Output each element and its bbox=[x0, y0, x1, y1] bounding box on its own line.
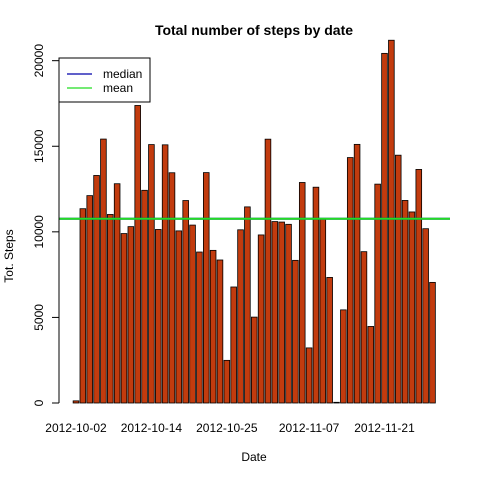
bar bbox=[340, 309, 347, 404]
bar bbox=[155, 229, 162, 404]
bar bbox=[100, 138, 107, 404]
bar bbox=[134, 105, 141, 404]
bar bbox=[120, 233, 128, 404]
bar bbox=[223, 359, 231, 404]
bar bbox=[422, 228, 429, 404]
x-tick-label: 2012-10-14 bbox=[121, 421, 183, 435]
y-axis-label: Tot. Steps bbox=[2, 229, 16, 282]
median-legend-label: median bbox=[103, 67, 142, 81]
bar bbox=[189, 224, 196, 404]
bar bbox=[86, 195, 93, 404]
bar bbox=[292, 259, 299, 404]
y-axis: 0 5000 10000 15000 20000 bbox=[32, 44, 60, 406]
bar bbox=[367, 326, 375, 404]
y-tick-label: 0 bbox=[32, 399, 46, 406]
bar bbox=[429, 281, 436, 404]
bar bbox=[237, 229, 244, 404]
x-axis: 2012-10-02 2012-10-14 2012-10-25 2012-11-07… bbox=[45, 421, 415, 435]
bar bbox=[230, 286, 237, 404]
bar bbox=[209, 249, 217, 404]
bar bbox=[312, 186, 320, 404]
bar bbox=[182, 200, 189, 404]
bar bbox=[353, 143, 361, 404]
bar bbox=[319, 218, 327, 404]
bar bbox=[394, 154, 402, 404]
bar bbox=[79, 208, 87, 404]
x-tick-label: 2012-10-25 bbox=[196, 421, 258, 435]
y-tick-label: 20000 bbox=[32, 44, 46, 78]
x-tick-label: 2012-11-21 bbox=[354, 421, 415, 435]
bar bbox=[285, 223, 292, 404]
bar bbox=[346, 157, 354, 404]
bar bbox=[127, 226, 135, 404]
bar bbox=[381, 52, 388, 404]
bar bbox=[196, 251, 203, 404]
bar bbox=[326, 277, 333, 404]
bar bbox=[250, 316, 258, 404]
bar bbox=[216, 259, 224, 404]
bars-group bbox=[72, 39, 436, 404]
bar bbox=[401, 200, 409, 404]
bar bbox=[333, 401, 340, 404]
bar bbox=[278, 221, 285, 404]
x-axis-label: Date bbox=[241, 450, 267, 464]
y-tick-label: 10000 bbox=[32, 215, 46, 249]
bar bbox=[175, 230, 183, 404]
mean-legend-label: mean bbox=[103, 81, 133, 95]
y-tick-label: 15000 bbox=[32, 129, 46, 163]
legend-box bbox=[58, 57, 151, 103]
bar bbox=[93, 175, 100, 404]
bar bbox=[305, 347, 313, 404]
y-tick-label: 5000 bbox=[32, 304, 46, 331]
x-tick-label: 2012-11-07 bbox=[279, 421, 340, 435]
bar bbox=[161, 144, 169, 404]
bar bbox=[107, 214, 114, 404]
bar bbox=[148, 144, 155, 404]
bar bbox=[415, 169, 423, 404]
bar bbox=[271, 221, 279, 404]
bar bbox=[408, 211, 416, 404]
bar bbox=[374, 183, 381, 404]
bar bbox=[141, 189, 148, 404]
bar bbox=[168, 172, 176, 404]
bar bbox=[360, 251, 368, 404]
bar bbox=[244, 206, 251, 404]
x-tick-label: 2012-10-02 bbox=[45, 421, 107, 435]
bar bbox=[298, 182, 306, 404]
bar bbox=[72, 400, 80, 404]
bar bbox=[388, 39, 395, 404]
bar bbox=[264, 138, 272, 404]
bar bbox=[257, 234, 265, 404]
bar bbox=[113, 183, 121, 404]
chart-title: Total number of steps by date bbox=[155, 22, 353, 38]
bar bbox=[202, 172, 210, 404]
